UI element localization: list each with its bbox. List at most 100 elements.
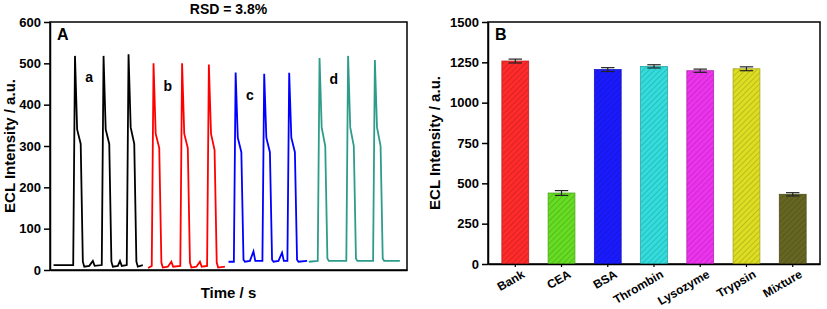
bar	[779, 194, 806, 264]
tick-mark	[482, 183, 488, 185]
tick: 250	[457, 216, 488, 231]
error-bar	[601, 68, 614, 72]
bar	[687, 71, 714, 264]
panel-b: 0250500750100012501500BankCEABSAThrombin…	[426, 15, 821, 308]
tick-label: 1250	[450, 55, 479, 70]
tick-mark	[44, 22, 50, 24]
line	[148, 63, 225, 268]
error-cap	[694, 72, 707, 73]
tick-label: 500	[457, 176, 479, 191]
tick-mark	[482, 223, 488, 225]
y-axis-title: ECL Intensity / a.u.	[426, 76, 443, 210]
panel-label: B	[495, 26, 507, 43]
tick-mark	[482, 62, 488, 64]
tick-label: 750	[457, 136, 479, 151]
bar	[641, 66, 668, 264]
tick: 500	[19, 56, 50, 71]
tick: 1250	[450, 55, 488, 70]
figure: 0100200300400500600abcdRSD = 3.8%ATime /…	[0, 0, 827, 309]
axis: BankCEABSAThrombinLysozymeTrypsinMixture	[489, 264, 821, 308]
tick: 200	[19, 180, 50, 195]
error-cap	[509, 59, 522, 60]
error-cap	[601, 67, 614, 68]
tick: Trypsin	[714, 264, 758, 301]
series-label: a	[85, 69, 93, 85]
tick: 400	[19, 97, 50, 112]
error-cap	[601, 71, 614, 72]
error-bar	[694, 69, 707, 72]
line	[309, 56, 400, 262]
error-cap	[694, 69, 707, 70]
tick-label: Trypsin	[714, 267, 758, 300]
error-cap	[555, 195, 568, 196]
tick-mark	[482, 264, 488, 266]
x-axis-title: Time / s	[201, 284, 257, 301]
tick-mark	[482, 22, 488, 24]
panel-a: 0100200300400500600abcdRSD = 3.8%ATime /…	[1, 1, 408, 301]
tick-mark	[792, 264, 793, 267]
error-cap	[647, 67, 660, 68]
error-bar	[509, 59, 522, 63]
plot-area	[502, 59, 806, 264]
tick: 0	[34, 263, 50, 278]
tick: 600	[19, 15, 50, 30]
tick-label: 400	[19, 97, 41, 112]
plot-frame	[488, 22, 820, 264]
tick-mark	[44, 228, 50, 230]
tick-label: CEA	[544, 267, 573, 292]
tick: 1500	[450, 15, 488, 30]
error-cap	[786, 192, 799, 193]
tick: 750	[457, 136, 488, 151]
bar	[594, 70, 621, 264]
tick-mark	[561, 264, 562, 267]
error-bar	[647, 65, 660, 68]
line	[229, 72, 308, 261]
tick-mark	[44, 104, 50, 106]
tick: 100	[19, 221, 50, 236]
error-cap	[740, 70, 753, 71]
error-bar	[740, 67, 753, 71]
error-cap	[555, 190, 568, 191]
error-cap	[647, 64, 660, 65]
error-bar	[555, 191, 568, 196]
axis	[51, 270, 408, 271]
tick: BSA	[591, 264, 620, 292]
series-label: c	[246, 87, 254, 103]
tick: 1000	[450, 95, 488, 110]
tick: Bank	[495, 264, 528, 294]
plot-frame	[50, 22, 407, 270]
axis: 0 100 200 300 400 500 600	[19, 15, 50, 278]
tick-mark	[44, 187, 50, 189]
tick-mark	[482, 102, 488, 104]
tick-label: 200	[19, 180, 41, 195]
panel-label: A	[57, 26, 69, 43]
line	[54, 54, 143, 266]
tick-label: 100	[19, 221, 41, 236]
tick-mark	[515, 264, 516, 267]
tick-mark	[44, 270, 50, 272]
tick-label: Lysozyme	[655, 267, 712, 308]
tick-mark	[44, 146, 50, 148]
tick-label: 0	[34, 263, 41, 278]
bar	[548, 193, 575, 264]
tick: 0	[472, 257, 488, 272]
error-cap	[509, 62, 522, 63]
tick: Mixture	[761, 264, 805, 301]
error-cap	[786, 195, 799, 196]
error-cap	[740, 66, 753, 67]
tick-label: 0	[472, 257, 479, 272]
axis: 0 250 500 750 1000 1250 1500	[450, 15, 488, 272]
tick-mark	[700, 264, 701, 267]
tick: 300	[19, 139, 50, 154]
tick-mark	[482, 143, 488, 145]
tick-label: BSA	[591, 267, 620, 292]
tick: 500	[457, 176, 488, 191]
tick: CEA	[544, 264, 573, 292]
title: RSD = 3.8%	[190, 1, 268, 17]
y-axis-title: ECL Intensity / a.u.	[1, 79, 18, 213]
tick-label: 1000	[450, 95, 479, 110]
tick-mark	[607, 264, 608, 267]
axis-line	[51, 270, 408, 272]
tick-mark	[653, 264, 654, 267]
tick-mark	[44, 63, 50, 65]
